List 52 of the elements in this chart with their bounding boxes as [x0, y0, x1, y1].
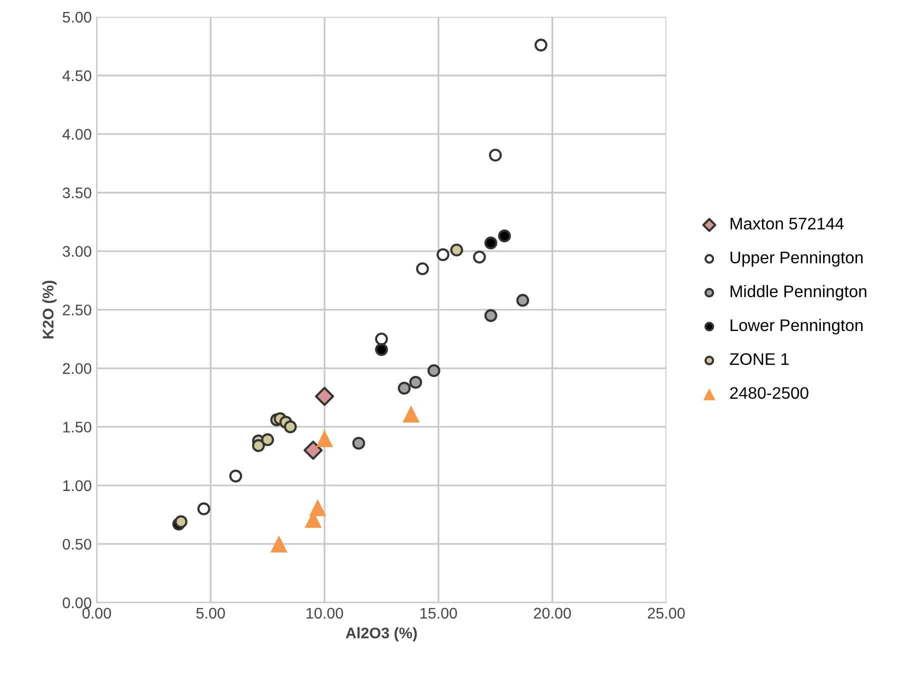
x-tick-label: 15.00	[420, 608, 457, 619]
x-axis-title: Al2O3 (%)	[346, 627, 417, 642]
legend-label: Middle Pennington	[730, 285, 866, 301]
x-tick-label: 10.00	[306, 608, 344, 619]
point	[450, 244, 464, 256]
y-tick-label: 4.50	[62, 70, 92, 82]
point	[484, 309, 498, 322]
legend-label: Upper Pennington	[730, 251, 863, 267]
point	[352, 436, 366, 450]
point	[473, 250, 486, 264]
point	[484, 236, 498, 250]
point	[436, 248, 450, 262]
y-tick-label: 3.00	[62, 246, 92, 257]
point	[284, 420, 297, 434]
y-tick-label: 2.00	[62, 363, 92, 374]
point	[314, 386, 334, 406]
point	[316, 430, 334, 448]
point	[498, 230, 511, 242]
point	[402, 405, 420, 422]
point	[427, 364, 440, 378]
x-tick-label: 25.00	[648, 608, 685, 619]
point	[304, 440, 323, 460]
legend-label: ZONE 1	[730, 353, 789, 366]
point	[534, 38, 548, 52]
point	[416, 262, 429, 276]
y-tick-label: 3.50	[62, 187, 92, 198]
y-tick-label: 1.00	[63, 480, 92, 492]
point	[252, 439, 265, 452]
y-axis-title: K2O (%)	[42, 280, 57, 338]
y-tick-label: 4.00	[62, 128, 92, 140]
y-tick-label: 0.00	[62, 597, 92, 608]
point	[488, 148, 502, 162]
point	[229, 470, 242, 482]
point	[375, 343, 388, 356]
y-tick-label: 5.00	[62, 12, 92, 23]
x-tick-label: 5.00	[196, 608, 225, 619]
point	[261, 433, 274, 446]
point	[174, 515, 188, 528]
point	[516, 294, 530, 307]
x-tick-label: 20.00	[534, 608, 571, 619]
legend-label: 2480-2500	[730, 387, 808, 399]
point	[375, 332, 388, 346]
y-tick-label: 2.50	[62, 304, 92, 316]
y-tick-label: 1.50	[63, 422, 92, 433]
point	[270, 535, 288, 552]
legend-label: Maxton 572144	[730, 218, 844, 230]
point	[398, 382, 411, 395]
point	[197, 502, 210, 516]
legend-label: Lower Pennington	[730, 318, 863, 334]
y-tick-label: 0.50	[62, 538, 92, 550]
x-tick-label: 0.00	[82, 608, 111, 619]
point	[409, 376, 422, 389]
